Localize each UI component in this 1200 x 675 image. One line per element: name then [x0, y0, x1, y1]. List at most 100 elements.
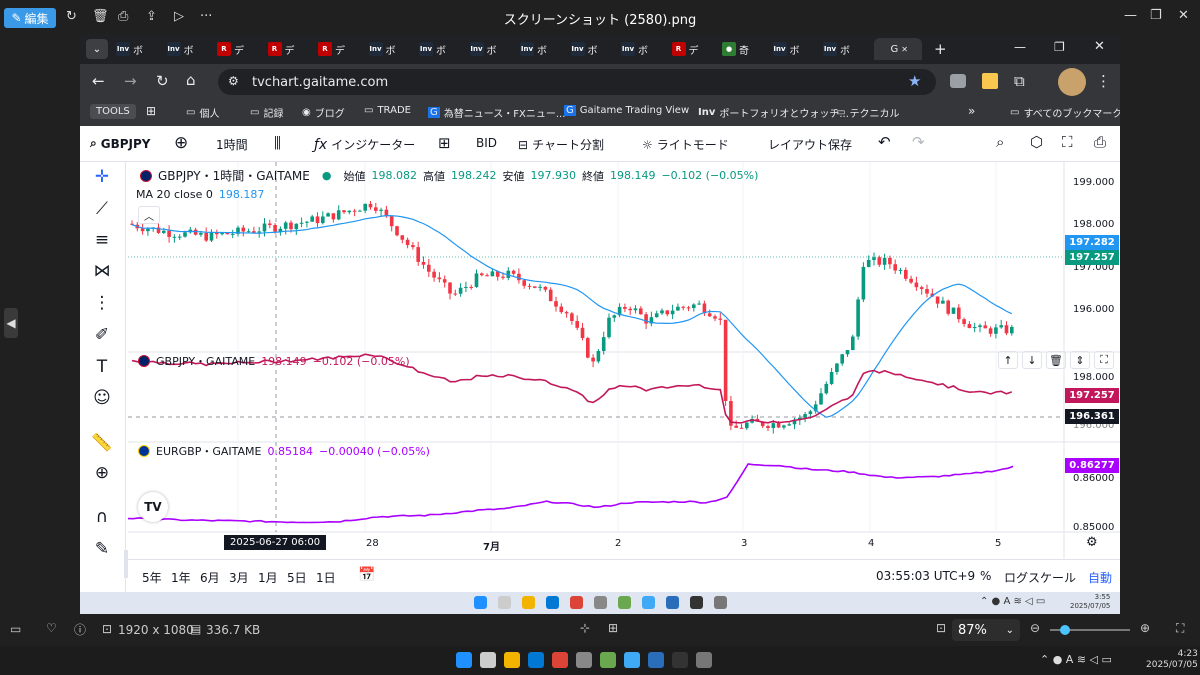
browser-tab[interactable]: Inv ボ	[772, 38, 819, 60]
taskbar-app-icon[interactable]	[666, 596, 679, 609]
taskbar-app-icon[interactable]	[690, 596, 703, 609]
bookmark-folder[interactable]: ▭ テクニカル	[836, 105, 899, 120]
close-icon[interactable]: ✕	[1178, 8, 1189, 23]
taskbar-app-icon[interactable]	[642, 596, 655, 609]
collapse-legend-button[interactable]: ︿	[138, 206, 160, 224]
browser-tab[interactable]: Inv ボ	[166, 38, 213, 60]
address-bar[interactable]: ⚙ tvchart.gaitame.com ★	[218, 69, 936, 95]
snapshot-icon[interactable]: ⎙	[1094, 133, 1107, 151]
delete-pane-icon[interactable]: 🗑	[1046, 351, 1066, 369]
percent-toggle[interactable]: %	[980, 569, 992, 583]
auto-scale-toggle[interactable]: 自動	[1088, 571, 1113, 585]
move-down-icon[interactable]: ↓	[1022, 351, 1042, 369]
symbol-search-button[interactable]: ⌕ GBPJPY	[90, 136, 150, 151]
taskbar-app-icon[interactable]	[570, 596, 583, 609]
bookmark-folder[interactable]: ▭ 記録	[250, 105, 283, 120]
prediction-icon[interactable]: ⋮	[93, 293, 111, 313]
new-tab-icon[interactable]: +	[934, 40, 947, 58]
filmstrip-icon[interactable]: ▭	[10, 622, 22, 636]
timeframe-button[interactable]: 1日	[316, 571, 336, 585]
ocr-icon[interactable]: ⊞	[608, 621, 619, 635]
start-button[interactable]	[456, 652, 472, 668]
collapse-toolbar-button[interactable]	[124, 550, 130, 578]
maximize-icon[interactable]: ❐	[1150, 8, 1162, 23]
bookmark-folder[interactable]: ▭ TRADE	[364, 105, 411, 116]
rotate-icon[interactable]: ↻	[66, 9, 77, 24]
taskbar-app-icon[interactable]	[594, 596, 607, 609]
home-icon[interactable]: ⌂	[186, 71, 196, 89]
indicators-button[interactable]: ƒx インジケーター	[314, 136, 415, 153]
more-icon[interactable]: ···	[200, 9, 213, 24]
trend-line-icon[interactable]: ⟋	[96, 199, 108, 219]
taskbar-app-icon[interactable]	[480, 652, 496, 668]
chart-svg[interactable]	[127, 162, 1120, 564]
interval-button[interactable]: 1時間	[216, 136, 248, 153]
bookmark-link[interactable]: ◉ ブログ	[302, 105, 345, 120]
start-button[interactable]	[474, 596, 487, 609]
compare-symbol-icon[interactable]: ⊕	[174, 133, 189, 153]
taskbar-app-icon[interactable]	[498, 596, 511, 609]
browser-tab[interactable]: Inv ボ	[419, 38, 465, 60]
zoom-out-icon[interactable]: ⊖	[1030, 621, 1041, 635]
tab-search-button[interactable]: ⌄	[86, 39, 108, 59]
browser-tab[interactable]: ● 奇	[722, 38, 768, 60]
taskbar-app-icon[interactable]	[648, 652, 664, 668]
emoji-icon[interactable]: ☺	[93, 388, 111, 408]
menu-kebab-icon[interactable]: ⋮	[1096, 72, 1111, 90]
more-bookmarks-icon[interactable]: »	[968, 104, 976, 118]
zoom-slider[interactable]	[1050, 625, 1130, 635]
settings-icon[interactable]: ⬡	[1030, 133, 1044, 151]
timeframe-button[interactable]: 5年	[142, 571, 162, 585]
taskbar-app-icon[interactable]	[600, 652, 616, 668]
bookmark-star-icon[interactable]: ★	[908, 72, 922, 90]
light-mode-button[interactable]: ☼ ライトモード	[642, 136, 729, 153]
bookmark-folder[interactable]: ▭ 個人	[186, 105, 219, 120]
minimize-icon[interactable]: —	[1124, 8, 1137, 23]
bid-button[interactable]: BID	[476, 136, 497, 150]
undo-icon[interactable]: ↶	[878, 133, 891, 151]
taskbar-app-icon[interactable]	[552, 652, 568, 668]
taskbar-app-icon[interactable]	[672, 652, 688, 668]
close-tab-icon[interactable]: ✕	[901, 44, 908, 54]
share-icon[interactable]: ⇪	[146, 9, 157, 24]
back-icon[interactable]: ←	[92, 72, 105, 90]
taskbar-app-icon[interactable]	[696, 652, 712, 668]
redo-icon[interactable]: ↷	[912, 133, 925, 151]
browser-tab[interactable]: Inv ボ	[823, 38, 869, 60]
bookmark-link[interactable]: G 為替ニュース・FXニュー...	[428, 105, 565, 120]
previous-image-button[interactable]: ◀	[4, 308, 18, 338]
forward-icon[interactable]: →	[124, 72, 137, 90]
move-up-icon[interactable]: ↑	[998, 351, 1018, 369]
fullscreen-icon[interactable]: ⛶	[1062, 133, 1073, 151]
site-info-icon[interactable]: ⚙	[228, 74, 239, 88]
timeframe-button[interactable]: 5日	[287, 571, 307, 585]
extension-icon[interactable]	[982, 73, 998, 89]
candle-type-icon[interactable]: ⫼	[274, 134, 281, 152]
all-bookmarks-folder[interactable]: ▭ すべてのブックマーク	[1010, 105, 1120, 120]
fullscreen-icon[interactable]: ⛶	[1176, 621, 1185, 635]
browser-tab[interactable]: G ✕	[873, 38, 922, 60]
goto-date-icon[interactable]: 📅	[358, 567, 376, 583]
browser-tab[interactable]: Inv ボ	[368, 38, 415, 60]
lock-drawings-icon[interactable]: ✎	[94, 539, 110, 559]
fit-icon[interactable]: ⊡	[936, 621, 947, 635]
zoom-slider-thumb[interactable]	[1060, 625, 1070, 635]
taskbar-app-icon[interactable]	[714, 596, 727, 609]
zoom-in-icon[interactable]: ⊕	[1140, 621, 1151, 635]
zoom-in-icon[interactable]: ⊕	[94, 463, 110, 483]
magnet-icon[interactable]: ∩	[95, 507, 109, 527]
browser-tab[interactable]: Inv ボ	[116, 38, 162, 60]
reload-icon[interactable]: ↻	[156, 72, 169, 90]
chart-split-button[interactable]: ⊟ チャート分割	[518, 136, 604, 153]
taskbar-app-icon[interactable]	[504, 652, 520, 668]
ruler-icon[interactable]: 📏	[91, 433, 113, 453]
browser-tab[interactable]: Inv ボ	[570, 38, 617, 60]
delete-icon[interactable]: 🗑	[92, 9, 109, 24]
maximize-pane-icon[interactable]: ⛶	[1094, 351, 1114, 369]
taskbar-app-icon[interactable]	[528, 652, 544, 668]
bookmark-link[interactable]: G Gaitame Trading View	[564, 105, 689, 116]
layout-save-button[interactable]: レイアウト保存	[768, 136, 852, 153]
